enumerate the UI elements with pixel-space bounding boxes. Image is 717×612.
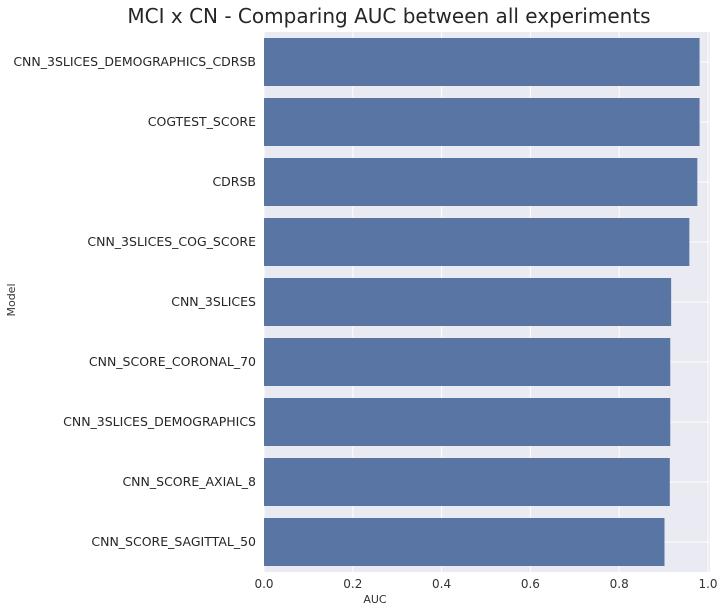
- category-label: COGTEST_SCORE: [148, 114, 256, 129]
- bar: [264, 458, 670, 506]
- bar: [264, 518, 665, 566]
- bar: [264, 278, 672, 326]
- category-label: CDRSB: [212, 174, 256, 189]
- bar: [264, 38, 700, 86]
- x-axis-label: AUC: [363, 593, 387, 606]
- category-labels: CNN_3SLICES_DEMOGRAPHICS_CDRSB COGTEST_SC…: [13, 54, 256, 549]
- category-label: CNN_3SLICES: [171, 294, 256, 309]
- category-label: CNN_3SLICES_DEMOGRAPHICS: [63, 414, 256, 429]
- x-tick-label: 0.4: [432, 577, 451, 591]
- x-tick-label: 0.0: [254, 577, 273, 591]
- bar: [264, 98, 700, 146]
- chart-title: MCI x CN - Comparing AUC between all exp…: [127, 4, 650, 28]
- category-label: CNN_SCORE_CORONAL_70: [89, 354, 256, 369]
- bars: [264, 38, 700, 566]
- x-tick-labels: 0.0 0.2 0.4 0.6 0.8 1.0: [254, 577, 717, 591]
- category-label: CNN_SCORE_AXIAL_8: [122, 474, 256, 489]
- category-label: CNN_3SLICES_COG_SCORE: [87, 234, 256, 249]
- x-tick-label: 0.8: [610, 577, 629, 591]
- y-axis-label: Model: [5, 283, 18, 316]
- bar: [264, 398, 671, 446]
- bar: [264, 218, 690, 266]
- x-tick-label: 0.6: [521, 577, 540, 591]
- category-label: CNN_3SLICES_DEMOGRAPHICS_CDRSB: [13, 54, 256, 69]
- x-tick-label: 0.2: [343, 577, 362, 591]
- x-tick-label: 1.0: [698, 577, 717, 591]
- category-label: CNN_SCORE_SAGITTAL_50: [91, 534, 256, 549]
- bar: [264, 338, 671, 386]
- bar: [264, 158, 698, 206]
